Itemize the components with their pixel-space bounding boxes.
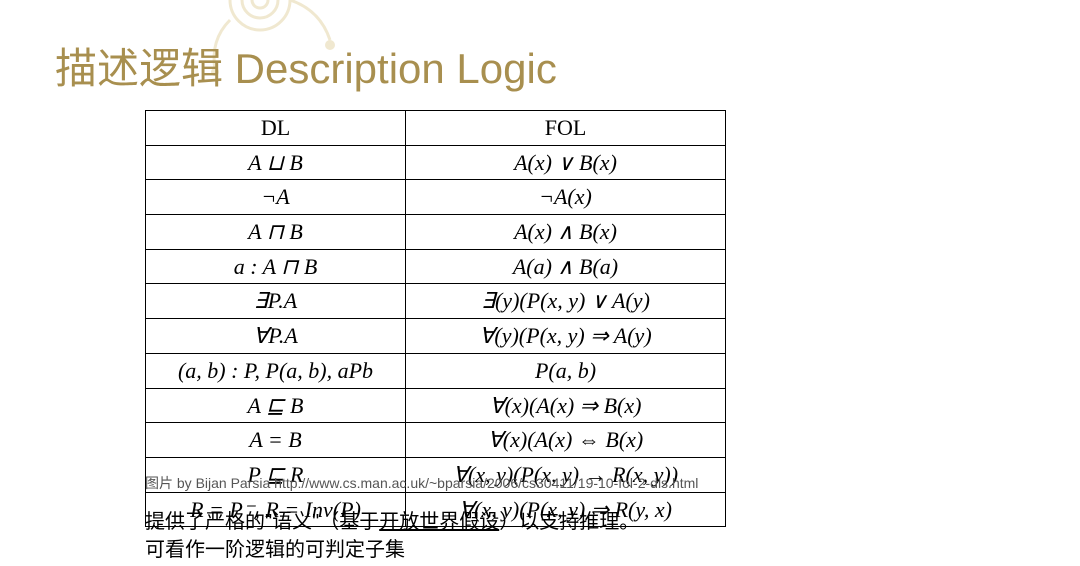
cell-dl: A ⊔ B [146, 145, 406, 180]
logic-table-container: DL FOL A ⊔ B A(x) ∨ B(x) ¬A ¬A(x) A ⊓ B … [145, 110, 726, 527]
cell-fol: P(a, b) [406, 353, 726, 388]
cell-fol: A(a) ∧ B(a) [406, 249, 726, 284]
cell-dl: ¬A [146, 180, 406, 215]
cell-dl: A ⊓ B [146, 215, 406, 250]
table-row: ∀P.A ∀(y)(P(x, y) ⇒ A(y) [146, 319, 726, 354]
note-text-pre: 提供了严格的"语义"（基于 [145, 511, 379, 533]
cell-fol: A(x) ∨ B(x) [406, 145, 726, 180]
cell-dl: ∀P.A [146, 319, 406, 354]
cell-dl: A ⊑ B [146, 388, 406, 423]
cell-dl: A = B [146, 423, 406, 458]
cell-fol: ∀(x)(A(x) ⇔ B(x) [406, 423, 726, 458]
cell-fol: ∀(x)(A(x) ⇒ B(x) [406, 388, 726, 423]
table-row: ∃P.A ∃(y)(P(x, y) ∨ A(y) [146, 284, 726, 319]
note-text-post: ）以支持推理。 [499, 511, 639, 533]
dl-fol-table: DL FOL A ⊔ B A(x) ∨ B(x) ¬A ¬A(x) A ⊓ B … [145, 110, 726, 527]
image-attribution: 图片 by Bijan Parsia http://www.cs.man.ac.… [145, 473, 698, 493]
table-row: A = B ∀(x)(A(x) ⇔ B(x) [146, 423, 726, 458]
table-row: A ⊑ B ∀(x)(A(x) ⇒ B(x) [146, 388, 726, 423]
table-row: ¬A ¬A(x) [146, 180, 726, 215]
cell-dl: a : A ⊓ B [146, 249, 406, 284]
cell-fol: A(x) ∧ B(x) [406, 215, 726, 250]
note-line-1: 提供了严格的"语义"（基于开放世界假设）以支持推理。 [145, 505, 639, 534]
table-row: A ⊔ B A(x) ∨ B(x) [146, 145, 726, 180]
cell-fol: ∃(y)(P(x, y) ∨ A(y) [406, 284, 726, 319]
cell-fol: ∀(y)(P(x, y) ⇒ A(y) [406, 319, 726, 354]
header-dl: DL [146, 111, 406, 146]
header-fol: FOL [406, 111, 726, 146]
note-text-underlined: 开放世界假设 [379, 511, 499, 533]
table-row: A ⊓ B A(x) ∧ B(x) [146, 215, 726, 250]
cell-dl: ∃P.A [146, 284, 406, 319]
slide-title: 描述逻辑 Description Logic [55, 35, 557, 96]
cell-fol: ¬A(x) [406, 180, 726, 215]
note-line-2: 可看作一阶逻辑的可判定子集 [145, 533, 405, 562]
cell-dl: (a, b) : P, P(a, b), aPb [146, 353, 406, 388]
table-header-row: DL FOL [146, 111, 726, 146]
table-row: (a, b) : P, P(a, b), aPb P(a, b) [146, 353, 726, 388]
table-row: a : A ⊓ B A(a) ∧ B(a) [146, 249, 726, 284]
